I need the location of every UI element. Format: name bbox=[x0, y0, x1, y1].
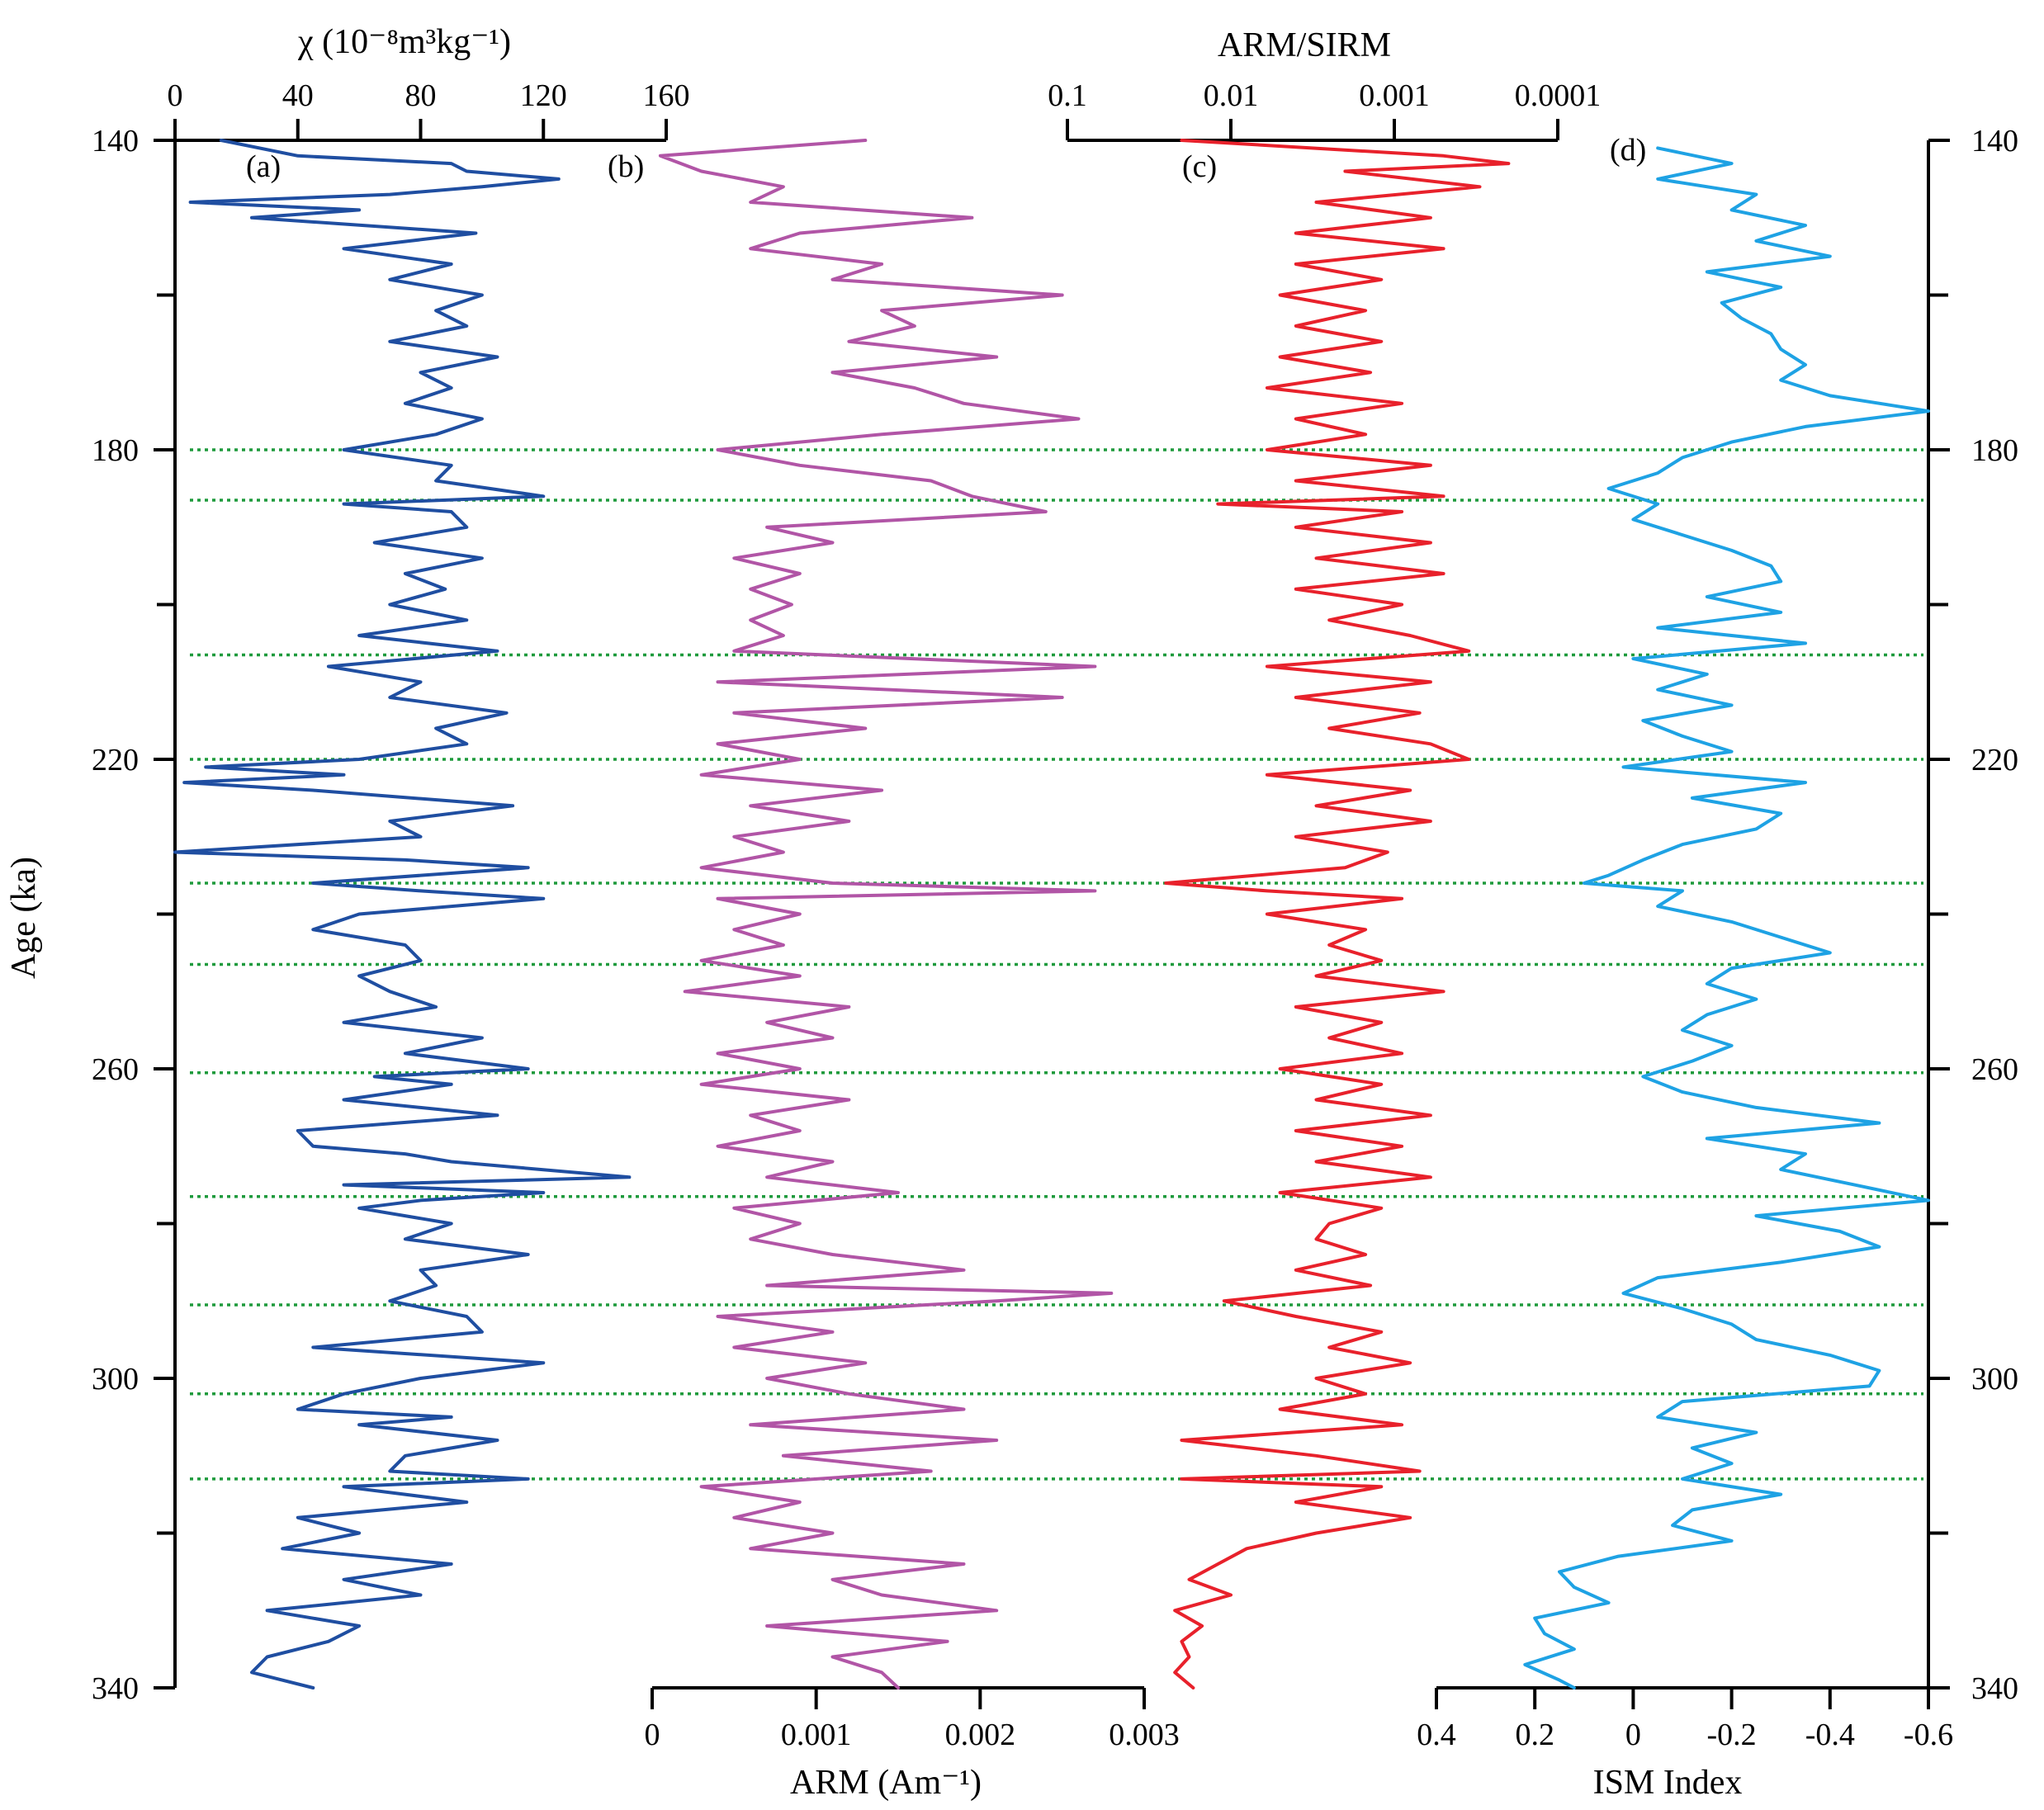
panel-d-axis: 0.4 0.2 0 -0.2 -0.4 -0.6 ISM Index bbox=[1417, 1686, 1953, 1802]
panel-c-axis-ticks: 0.1 0.01 0.001 0.0001 bbox=[1048, 78, 1601, 140]
arm-series-line bbox=[658, 139, 1114, 1689]
panel-a-axis: 0 40 80 120 160 χ (10⁻⁸m³kg⁻¹) bbox=[168, 23, 690, 142]
age-axis-title: Age (ka) bbox=[5, 857, 43, 979]
panel-a-tick-label: 120 bbox=[520, 78, 567, 113]
age-tick-label-left: 140 bbox=[92, 124, 139, 158]
panel-a-axis-title: χ (10⁻⁸m³kg⁻¹) bbox=[297, 23, 511, 61]
age-tick-label-right: 260 bbox=[1971, 1052, 2018, 1087]
age-tick-label-right: 220 bbox=[1971, 743, 2018, 777]
panel-b-label: (b) bbox=[608, 149, 644, 184]
panel-c-tick-label: 0.0001 bbox=[1515, 78, 1602, 113]
age-tick-label-right: 340 bbox=[1971, 1671, 2018, 1706]
panel-c-tick-label: 0.001 bbox=[1359, 78, 1430, 113]
panel-d-axis-title: ISM Index bbox=[1593, 1764, 1743, 1802]
ism-index-series-line bbox=[1523, 146, 1930, 1689]
age-tick-label-left: 300 bbox=[92, 1362, 139, 1396]
panel-d-tick-label: 0.4 bbox=[1417, 1718, 1456, 1752]
age-axis-right-ticks: 140 180 220 260 300 340 bbox=[1928, 124, 2018, 1706]
panel-a-tick-label: 0 bbox=[168, 78, 183, 113]
age-tick-label-right: 180 bbox=[1971, 433, 2018, 468]
panel-d-tick-label: -0.6 bbox=[1904, 1718, 1953, 1752]
panel-b-tick-label: 0 bbox=[645, 1718, 660, 1752]
panel-c-tick-label: 0.1 bbox=[1048, 78, 1087, 113]
panel-d-tick-label: -0.2 bbox=[1707, 1718, 1757, 1752]
panel-a-tick-label: 160 bbox=[643, 78, 690, 113]
age-tick-label-left: 220 bbox=[92, 743, 139, 777]
panel-d-axis-ticks: 0.4 0.2 0 -0.2 -0.4 -0.6 bbox=[1417, 1688, 1953, 1752]
panel-d-tick-label: 0 bbox=[1625, 1718, 1641, 1752]
age-tick-label-left: 180 bbox=[92, 433, 139, 468]
age-tick-label-left: 260 bbox=[92, 1052, 139, 1087]
panel-d-tick-label: 0.2 bbox=[1515, 1718, 1554, 1752]
panel-a-label: (a) bbox=[246, 149, 281, 184]
panel-a-tick-label: 80 bbox=[405, 78, 437, 113]
age-axis-left: 140 180 220 260 300 340 bbox=[92, 124, 177, 1706]
panel-d-tick-label: -0.4 bbox=[1805, 1718, 1855, 1752]
panel-a-tick-label: 40 bbox=[282, 78, 314, 113]
panel-b-axis-ticks: 0 0.001 0.002 0.003 bbox=[645, 1688, 1180, 1752]
age-axis-right: 140 180 220 260 300 340 bbox=[1927, 124, 2018, 1706]
panel-d-label: (d) bbox=[1610, 133, 1646, 168]
panel-b-tick-label: 0.002 bbox=[945, 1718, 1016, 1752]
panel-b-axis: 0 0.001 0.002 0.003 ARM (Am⁻¹) bbox=[645, 1686, 1180, 1802]
age-tick-label-right: 300 bbox=[1971, 1362, 2018, 1396]
arm-sirm-series-line bbox=[1164, 139, 1511, 1689]
panel-c-tick-label: 0.01 bbox=[1204, 78, 1259, 113]
panel-b-tick-label: 0.003 bbox=[1109, 1718, 1180, 1752]
panel-c-axis-title: ARM/SIRM bbox=[1218, 26, 1391, 64]
age-axis-left-ticks: 140 180 220 260 300 340 bbox=[92, 124, 175, 1706]
panel-a-axis-ticks: 0 40 80 120 160 bbox=[168, 78, 690, 140]
panel-c-axis: 0.1 0.01 0.001 0.0001 ARM/SIRM bbox=[1048, 26, 1601, 142]
chi-series-line bbox=[173, 139, 632, 1689]
panel-b-tick-label: 0.001 bbox=[781, 1718, 852, 1752]
reference-lines bbox=[190, 448, 1923, 1481]
panel-c-label: (c) bbox=[1182, 149, 1217, 184]
panel-b-axis-title: ARM (Am⁻¹) bbox=[790, 1764, 982, 1802]
age-tick-label-left: 340 bbox=[92, 1671, 139, 1706]
age-tick-label-right: 140 bbox=[1971, 124, 2018, 158]
